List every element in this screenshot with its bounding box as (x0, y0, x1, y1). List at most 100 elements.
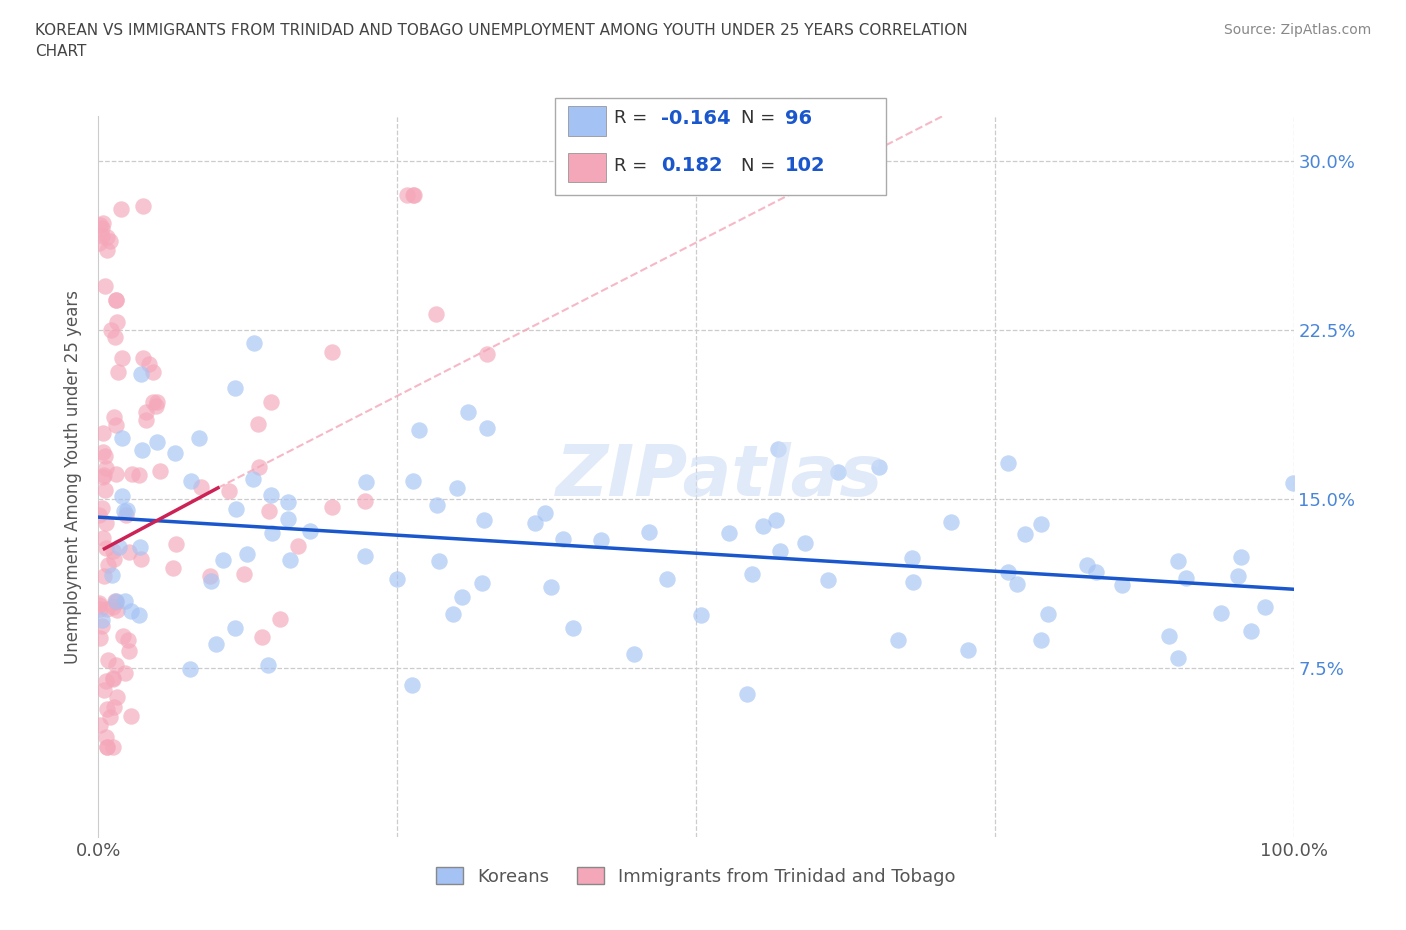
Point (887, 633, 910, 648)
Point (198, 568, 221, 583)
Point (190, 480, 212, 495)
Point (471, 576, 494, 591)
Point (408, 423, 430, 438)
Point (89, 601, 111, 616)
Point (91, 613, 114, 628)
Point (105, 595, 128, 610)
Point (89, 631, 111, 645)
Point (277, 494, 299, 509)
Point (1227, 568, 1250, 583)
Point (101, 600, 124, 615)
Point (225, 502, 247, 517)
Point (256, 658, 278, 673)
Point (737, 686, 759, 701)
Point (104, 593, 127, 608)
Point (104, 467, 127, 482)
Point (97, 653, 120, 668)
Point (269, 612, 291, 627)
Point (131, 443, 153, 458)
Point (100, 323, 122, 338)
Point (395, 188, 418, 203)
Point (101, 739, 124, 754)
Point (260, 488, 283, 503)
Point (765, 512, 787, 527)
Point (752, 519, 775, 534)
Point (114, 665, 136, 680)
Point (180, 473, 202, 488)
Point (118, 644, 141, 658)
Point (717, 525, 740, 540)
Point (90, 618, 112, 633)
Point (1167, 651, 1189, 666)
Point (242, 472, 264, 486)
Point (321, 345, 343, 360)
Point (128, 468, 150, 483)
Point (132, 351, 155, 365)
Point (111, 431, 134, 445)
Point (121, 467, 143, 482)
Point (472, 512, 495, 527)
Point (233, 566, 256, 581)
Point (1085, 565, 1108, 579)
Point (1036, 606, 1059, 621)
Point (115, 507, 138, 522)
Point (353, 494, 375, 509)
Point (446, 481, 468, 496)
Point (1229, 550, 1251, 565)
Point (260, 525, 283, 540)
Point (200, 574, 222, 589)
Point (107, 365, 129, 379)
Point (247, 459, 270, 474)
Point (91, 215, 114, 230)
Point (205, 637, 228, 652)
Point (402, 473, 425, 488)
Point (103, 699, 125, 714)
Point (1007, 577, 1029, 591)
Point (117, 632, 139, 647)
Point (179, 662, 201, 677)
Y-axis label: Unemployment Among Youth under 25 years: Unemployment Among Youth under 25 years (65, 289, 83, 664)
Point (90, 500, 112, 515)
Point (90, 220, 112, 235)
Point (766, 442, 789, 457)
Point (101, 671, 124, 686)
Point (101, 544, 124, 559)
Point (224, 621, 246, 636)
Text: 0.182: 0.182 (661, 156, 723, 175)
Point (657, 572, 679, 587)
Point (146, 394, 169, 409)
Point (93, 683, 115, 698)
Point (145, 399, 167, 414)
Point (280, 552, 302, 567)
Legend: Koreans, Immigrants from Trinidad and Tobago: Koreans, Immigrants from Trinidad and To… (429, 859, 963, 893)
Point (1254, 600, 1277, 615)
Point (104, 418, 127, 432)
Point (321, 499, 343, 514)
Text: R =: R = (614, 109, 648, 127)
Point (105, 689, 128, 704)
Point (562, 620, 585, 635)
Point (89, 718, 111, 733)
Point (131, 366, 153, 381)
Point (91, 426, 114, 441)
Text: N =: N = (741, 156, 775, 175)
Point (96, 230, 118, 245)
Point (533, 505, 555, 520)
Point (96, 702, 118, 717)
Point (142, 365, 165, 379)
Point (89, 595, 111, 610)
Text: ZIPatlas: ZIPatlas (557, 442, 883, 512)
Point (1014, 526, 1036, 541)
Point (163, 445, 186, 460)
Point (426, 498, 449, 512)
Point (553, 532, 575, 547)
Text: Source: ZipAtlas.com: Source: ZipAtlas.com (1223, 23, 1371, 37)
Point (1111, 578, 1133, 592)
Point (690, 607, 713, 622)
Point (91, 470, 114, 485)
Point (1174, 570, 1197, 585)
Point (356, 474, 378, 489)
Point (120, 604, 142, 618)
Point (128, 608, 150, 623)
Point (121, 708, 143, 723)
